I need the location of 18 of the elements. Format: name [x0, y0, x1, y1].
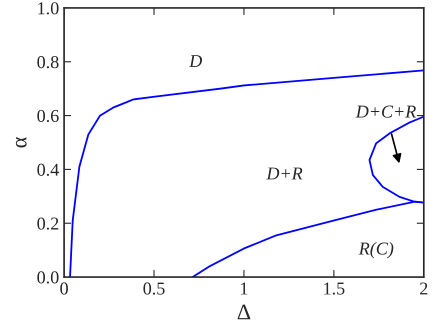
y-tick-label: 0.4	[37, 164, 59, 176]
annotation: D+C+R	[356, 106, 416, 118]
y-tick-label: 0.6	[37, 110, 59, 122]
x-tick-label: 0	[60, 282, 68, 295]
annotation: D	[189, 55, 202, 67]
y-tick-label: 0.0	[37, 271, 59, 284]
x-tick-label: 2	[420, 282, 428, 294]
x-tick-label: 1	[241, 282, 248, 294]
x-tick-label: 1.5	[324, 282, 344, 295]
y-tick-label: 0.8	[37, 56, 59, 68]
annotation: D+R	[266, 168, 302, 180]
y-axis-title: α	[16, 137, 27, 148]
line-series	[69, 69, 424, 278]
x-tick-label: 0.5	[143, 282, 165, 295]
y-tick-label: 1.0	[38, 2, 59, 14]
annotation: R(C)	[358, 242, 394, 258]
y-tick-label: 0.2	[37, 217, 58, 230]
x-axis-title: Δ	[238, 304, 250, 320]
